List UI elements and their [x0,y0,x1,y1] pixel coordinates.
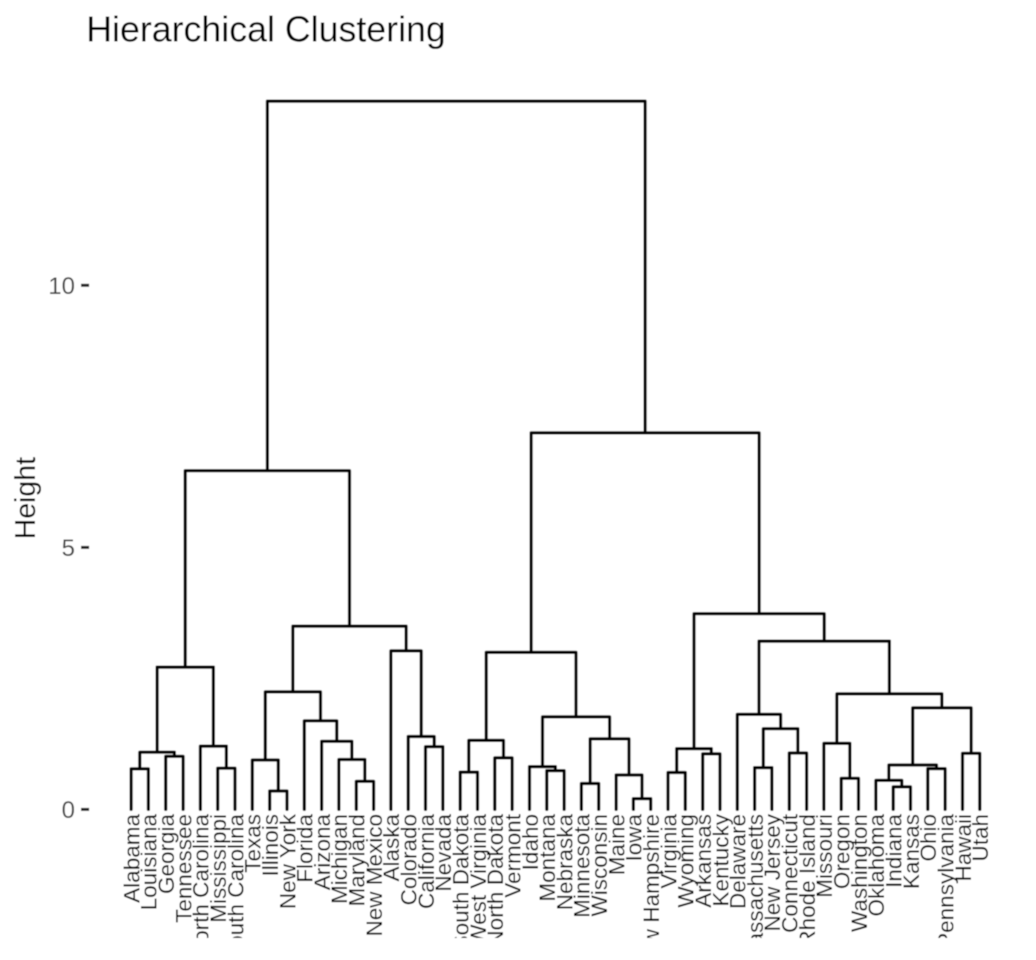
svg-text:Hierarchical Clustering: Hierarchical Clustering [86,10,446,50]
svg-text:Oregon: Oregon [830,814,855,889]
svg-text:Hawaii: Hawaii [951,814,976,882]
svg-text:Mississippi: Mississippi [206,814,231,923]
svg-text:North Dakota: North Dakota [483,814,508,947]
svg-text:Massachusetts: Massachusetts [743,814,768,960]
svg-text:North Carolina: North Carolina [189,814,214,960]
svg-text:Kansas: Kansas [899,814,924,889]
svg-text:Montana: Montana [535,814,560,902]
svg-text:New Hampshire: New Hampshire [639,814,664,960]
svg-text:Illinois: Illinois [258,814,283,877]
svg-text:Nebraska: Nebraska [552,814,577,911]
svg-text:Vermont: Vermont [500,813,525,898]
svg-text:Wyoming: Wyoming [674,814,699,908]
svg-text:Texas: Texas [241,814,266,873]
svg-text:Michigan: Michigan [327,814,352,904]
svg-text:Arizona: Arizona [310,814,335,891]
svg-text:Utah: Utah [968,814,993,862]
svg-text:New Mexico: New Mexico [362,814,387,937]
svg-text:New Jersey: New Jersey [760,813,785,931]
svg-text:California: California [414,814,439,910]
svg-text:Connecticut: Connecticut [778,813,803,933]
svg-text:Washington: Washington [847,814,872,932]
svg-text:Wisconsin: Wisconsin [587,814,612,917]
svg-text:0: 0 [62,797,75,824]
svg-text:Idaho: Idaho [518,814,543,870]
svg-text:Delaware: Delaware [726,814,751,909]
svg-text:Alaska: Alaska [379,814,404,882]
svg-text:Maine: Maine [604,814,629,875]
svg-text:Indiana: Indiana [882,814,907,888]
svg-text:Iowa: Iowa [622,814,647,862]
svg-text:Rhode Island: Rhode Island [795,814,820,947]
svg-text:Louisiana: Louisiana [137,814,162,911]
svg-text:Nevada: Nevada [431,814,456,892]
svg-text:Maryland: Maryland [345,814,370,907]
svg-text:Kentucky: Kentucky [708,813,733,906]
svg-text:South Carolina: South Carolina [223,814,248,960]
svg-text:5: 5 [62,535,75,562]
svg-text:South Dakota: South Dakota [449,814,474,951]
svg-text:New York: New York [275,813,300,909]
svg-text:Florida: Florida [293,814,318,883]
svg-text:Missouri: Missouri [812,814,837,898]
svg-text:Alabama: Alabama [119,814,144,903]
svg-text:Virginia: Virginia [656,814,681,889]
svg-text:West Virginia: West Virginia [466,814,491,946]
svg-text:Ohio: Ohio [916,814,941,862]
svg-text:Tennessee: Tennessee [171,814,196,923]
svg-text:10: 10 [48,273,75,300]
svg-text:Georgia: Georgia [154,814,179,895]
svg-text:Minnesota: Minnesota [570,814,595,918]
svg-text:Oklahoma: Oklahoma [864,814,889,917]
svg-text:Pennsylvania: Pennsylvania [933,814,958,948]
svg-text:Height: Height [10,457,42,539]
svg-text:Arkansas: Arkansas [691,814,716,908]
svg-text:Colorado: Colorado [397,814,422,905]
